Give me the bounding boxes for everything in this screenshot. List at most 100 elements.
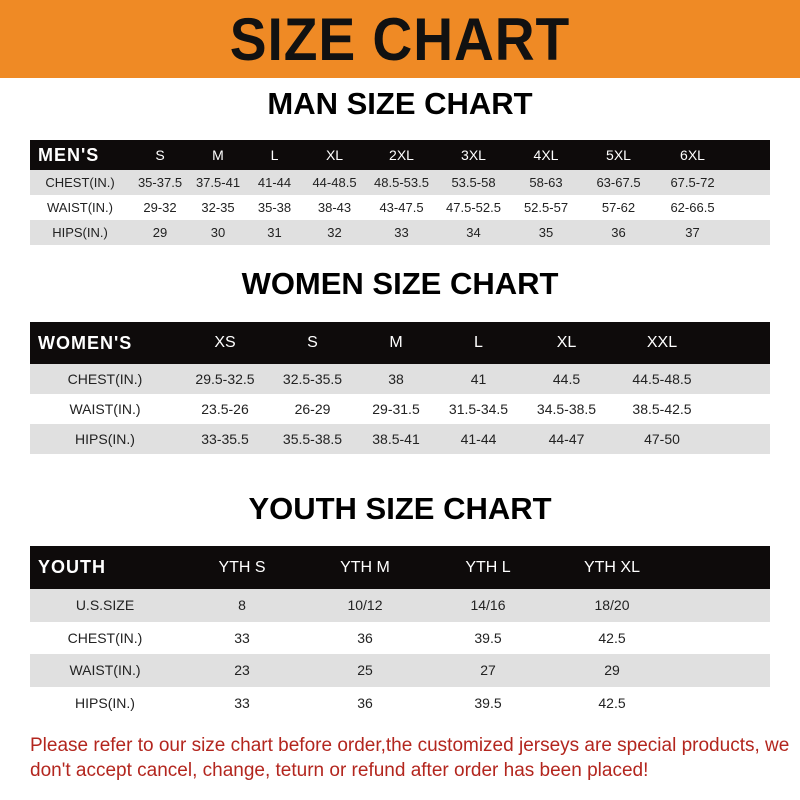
table-cell: 44.5 [552,371,581,387]
table-cell: 30 [210,225,226,240]
row-label: U.S.SIZE [75,597,135,614]
table-cell: 29-31.5 [372,401,420,417]
table-cell: 23 [234,662,250,679]
table-cell: 41 [470,371,487,387]
table-cell: 26-29 [294,401,331,417]
table-cell: 44.5-48.5 [632,371,692,387]
table-cell: 35 [538,225,554,240]
table-cell: 41-44 [257,175,292,190]
row-label: CHEST(IN.) [67,629,143,646]
row-label: WOMEN'S [38,332,133,353]
row-label: WAIST(IN.) [47,200,113,215]
table-row: WAIST(IN.) 23.5-26 26-29 29-31.5 31.5-34.5 34… [30,394,770,424]
table-cell: 8 [238,597,246,614]
table-cell: 34.5-38.5 [536,401,597,417]
table-cell: 18/20 [594,597,630,614]
men-size-table: MEN'S S M L XL 2XL 3XL 4XL 5XL 6XL CHEST(IN.) 35-37… [30,140,770,245]
table-cell: 38-43 [317,200,352,215]
table-cell: 44-47 [548,431,585,447]
table-cell: 2XL [389,147,414,163]
men-heading: MAN SIZE CHART [267,86,533,121]
table-cell: 37 [685,225,700,240]
table-cell: 3XL [461,147,486,163]
table-row: CHEST(IN.) 35-37.5 37.5-41 41-44 44-48.5 48.5… [30,170,770,195]
table-cell: 57-62 [601,200,636,215]
table-cell: 43-47.5 [379,200,424,215]
table-cell: 38 [388,371,404,387]
table-cell: 4XL [533,147,559,163]
table-cell: YTH M [340,558,390,576]
table-cell: 10/12 [347,597,383,614]
table-cell: XL [325,147,344,163]
table-cell: 32.5-35.5 [282,371,343,387]
table-cell: 39.5 [474,694,502,711]
table-cell: S [307,334,318,351]
table-row: U.S.SIZE 8 10/12 14/16 18/20 [30,589,770,622]
table-cell: 29.5-32.5 [195,371,255,387]
table-cell: 38.5-42.5 [632,401,692,417]
table-cell: XL [556,334,577,351]
table-cell: 47-50 [644,431,680,447]
table-row: WAIST(IN.) 29-32 32-35 35-38 38-43 43-47.5 47.… [30,195,770,220]
table-cell: M [389,334,403,351]
order-notice: Please refer to our size chart before or… [30,735,790,781]
title-banner: SIZE CHART [0,0,800,78]
table-cell: 33 [234,694,250,711]
table-cell: 44-48.5 [312,175,357,190]
table-cell: 41-44 [460,431,497,447]
table-row: CHEST(IN.) 33 36 39.5 42.5 [30,621,770,654]
table-cell: 58-63 [529,175,563,190]
table-row: WAIST(IN.) 23 25 27 29 [30,654,770,687]
table-header-row: WOMEN'S XS S M L XL XXL [30,322,770,364]
table-cell: 29 [604,662,620,679]
table-cell: 42.5 [598,694,626,711]
table-cell: 53.5-58 [451,175,496,190]
table-cell: L [474,334,483,351]
table-cell: 32 [327,225,342,240]
table-cell: 35-37.5 [137,175,183,190]
row-label: CHEST(IN.) [45,175,115,190]
table-cell: M [212,147,224,163]
row-label: HIPS(IN.) [75,431,135,447]
table-cell: XXL [646,334,678,351]
table-cell: 35.5-38.5 [282,431,343,447]
table-row: HIPS(IN.) 29 30 31 32 33 34 35 36 37 [30,220,770,245]
table-cell: 29 [152,225,168,240]
table-cell: 6XL [680,147,705,163]
table-cell: 5XL [606,147,631,163]
row-label: WAIST(IN.) [69,401,141,417]
table-header-row: MEN'S S M L XL 2XL 3XL 4XL 5XL 6XL [30,140,770,170]
table-row: CHEST(IN.) 29.5-32.5 32.5-35.5 38 41 44.5 44.5… [30,364,770,394]
table-cell: 14/16 [470,597,506,614]
table-cell: 29-32 [143,200,177,215]
table-cell: 67.5-72 [670,175,715,190]
table-cell: 38.5-41 [372,431,420,447]
row-label: MEN'S [38,144,100,165]
table-cell: 52.5-57 [523,200,569,215]
table-cell: L [270,147,279,163]
row-label: HIPS(IN.) [52,225,108,240]
table-cell: 48.5-53.5 [374,175,429,190]
table-cell: YTH L [465,558,511,576]
table-cell: 37.5-41 [195,175,241,190]
table-cell: 39.5 [474,629,502,646]
table-cell: 33 [394,225,409,240]
women-size-table: WOMEN'S XS S M L XL XXL CHEST(IN.) 29.5-32.5 32.5… [30,322,770,454]
table-cell: YTH S [218,558,266,576]
table-cell: 27 [480,662,496,679]
table-cell: 23.5-26 [201,401,249,417]
table-cell: 35-38 [257,200,292,215]
table-row: HIPS(IN.) 33 36 39.5 42.5 [30,686,770,719]
table-cell: 32-35 [201,200,235,215]
table-cell: 36 [357,694,373,711]
table-header-row: YOUTH YTH S YTH M YTH L YTH XL [30,546,770,589]
table-cell: 47.5-52.5 [446,200,501,215]
table-cell: YTH XL [583,558,640,576]
table-cell: 25 [357,662,373,679]
youth-size-table: YOUTH YTH S YTH M YTH L YTH XL U.S.SIZE 8 10/12… [30,546,770,719]
table-cell: 63-67.5 [596,175,641,190]
table-cell: 33 [234,629,250,646]
row-label: YOUTH [38,557,106,577]
row-label: WAIST(IN.) [69,662,141,679]
table-cell: 31 [267,225,282,240]
